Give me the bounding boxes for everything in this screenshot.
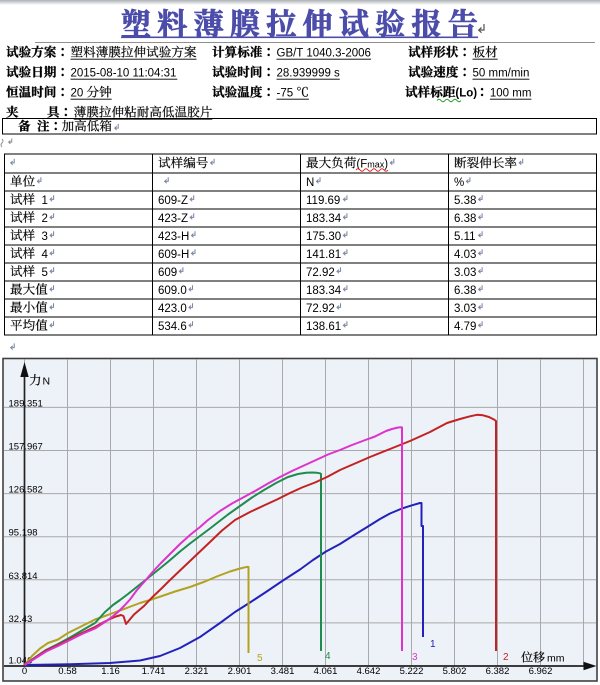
svg-text:2.901: 2.901: [228, 666, 252, 677]
svg-text:72.92: 72.92: [306, 303, 335, 315]
svg-text:609-Z: 609-Z: [158, 195, 188, 207]
svg-text:GB/T 1040.3-2006: GB/T 1040.3-2006: [277, 48, 371, 60]
svg-text:609-H: 609-H: [158, 249, 189, 261]
svg-text:4.061: 4.061: [314, 666, 338, 677]
svg-text:5.222: 5.222: [400, 666, 424, 677]
svg-text:6.962: 6.962: [529, 666, 553, 677]
svg-text:141.81: 141.81: [306, 249, 341, 261]
svg-text:5.38: 5.38: [454, 195, 476, 207]
svg-text:50 mm/min: 50 mm/min: [473, 68, 530, 80]
svg-text:189.351: 189.351: [9, 398, 43, 409]
svg-text:2015-08-10 11:04:31: 2015-08-10 11:04:31: [71, 68, 177, 80]
svg-text:max: max: [367, 159, 385, 169]
svg-text:mm: mm: [547, 653, 565, 665]
svg-text:3: 3: [412, 652, 418, 663]
svg-text:4.79: 4.79: [454, 321, 476, 333]
svg-text:126.582: 126.582: [9, 485, 43, 496]
svg-text:100 mm: 100 mm: [490, 88, 532, 100]
svg-text:609.0: 609.0: [158, 285, 187, 297]
svg-text:1.741: 1.741: [142, 666, 166, 677]
svg-text:3.03: 3.03: [454, 267, 476, 279]
svg-text:6.382: 6.382: [486, 666, 510, 677]
svg-text:72.92: 72.92: [306, 267, 335, 279]
svg-text:): ): [384, 158, 388, 170]
svg-text:157.967: 157.967: [9, 442, 43, 453]
svg-text:423-H: 423-H: [158, 231, 189, 243]
svg-text:423.0: 423.0: [158, 303, 187, 315]
svg-text:95.198: 95.198: [9, 528, 38, 539]
svg-text:N: N: [306, 177, 314, 189]
svg-text:6.38: 6.38: [454, 213, 476, 225]
svg-text:(Lo): (Lo): [455, 88, 477, 100]
svg-text:4.03: 4.03: [454, 249, 476, 261]
svg-text:5.11: 5.11: [454, 231, 476, 243]
svg-text:1.16: 1.16: [101, 666, 120, 677]
svg-text:175.30: 175.30: [306, 231, 341, 243]
svg-text:-75: -75: [277, 88, 294, 100]
svg-text:5.802: 5.802: [443, 666, 467, 677]
svg-text:4.642: 4.642: [357, 666, 381, 677]
svg-text:2: 2: [42, 213, 48, 225]
svg-text:5: 5: [257, 653, 263, 664]
svg-text:1: 1: [42, 195, 48, 207]
svg-text:32.43: 32.43: [9, 614, 33, 625]
svg-text:423-Z: 423-Z: [158, 213, 188, 225]
svg-text:1.046: 1.046: [9, 656, 33, 667]
svg-text:20: 20: [71, 88, 84, 100]
svg-text:4: 4: [325, 651, 331, 662]
svg-text:N: N: [43, 376, 51, 388]
svg-text:3.03: 3.03: [454, 303, 476, 315]
svg-text:183.34: 183.34: [306, 285, 342, 297]
svg-text:609: 609: [158, 267, 177, 279]
svg-text:28.939999 s: 28.939999 s: [277, 68, 341, 80]
svg-text:534.6: 534.6: [158, 321, 187, 333]
svg-text:0: 0: [22, 666, 27, 677]
svg-text:4: 4: [42, 249, 49, 261]
svg-text:2.321: 2.321: [185, 666, 209, 677]
svg-text:138.61: 138.61: [306, 321, 341, 333]
svg-text:3.481: 3.481: [271, 666, 295, 677]
svg-text:%: %: [454, 177, 464, 189]
svg-text:1: 1: [430, 639, 436, 650]
svg-text:63.814: 63.814: [9, 571, 38, 582]
svg-text:3: 3: [42, 231, 48, 243]
svg-text:0.58: 0.58: [58, 666, 77, 677]
svg-text:2: 2: [503, 652, 509, 663]
svg-text:183.34: 183.34: [306, 213, 342, 225]
svg-text:119.69: 119.69: [306, 195, 340, 207]
svg-text:(F: (F: [356, 158, 367, 170]
svg-text:5: 5: [42, 267, 48, 279]
svg-text:6.38: 6.38: [454, 285, 476, 297]
